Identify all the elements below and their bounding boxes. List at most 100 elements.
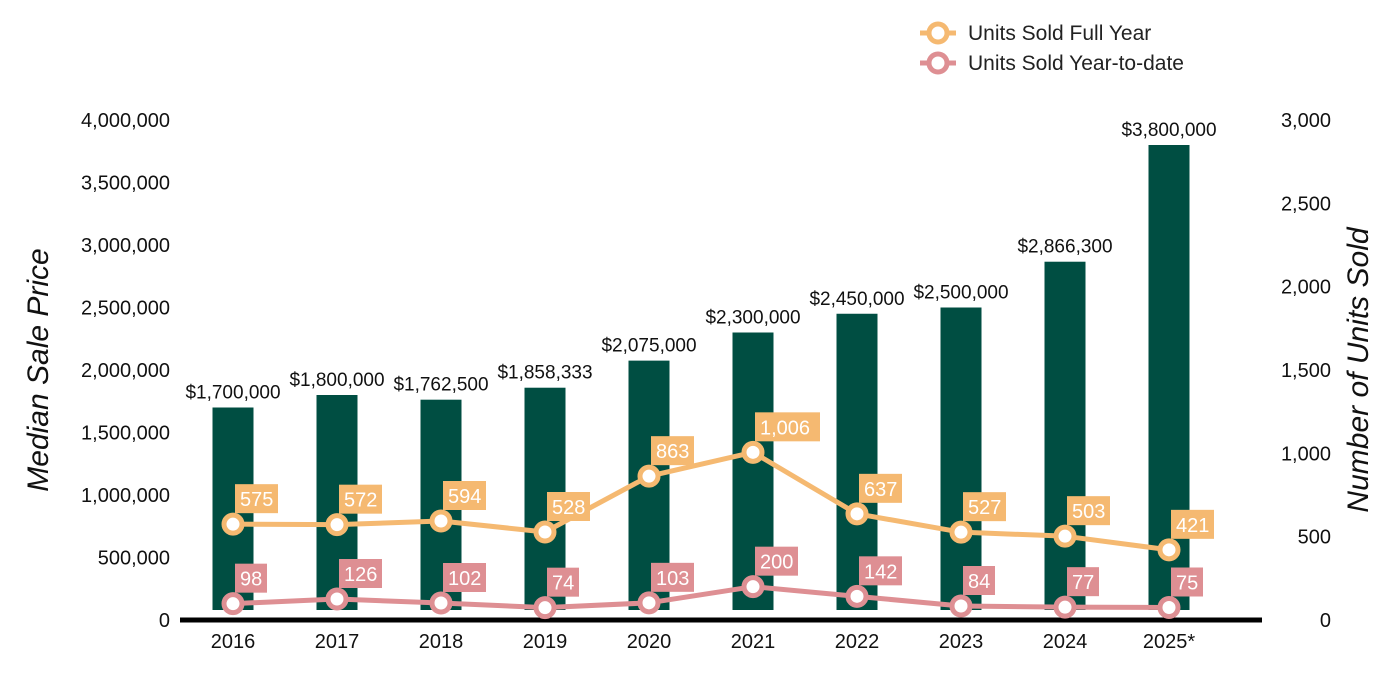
- bar-value-label: $2,300,000: [705, 308, 800, 329]
- point-label-full-year: 527: [968, 497, 1001, 519]
- point-label-full-year: 572: [344, 490, 377, 512]
- x-tick-label: 2023: [939, 631, 984, 653]
- x-tick-label: 2025*: [1143, 631, 1195, 653]
- point-full-year: [221, 512, 245, 536]
- legend: Units Sold Full Year Units Sold Year-to-…: [920, 21, 1184, 75]
- bar-value-label: $3,800,000: [1121, 120, 1216, 141]
- bar: [1044, 261, 1086, 610]
- legend-item-full-year: Units Sold Full Year: [920, 21, 1151, 45]
- y-axis-title: Median Sale Price: [22, 248, 55, 491]
- line-full-year: [232, 449, 1170, 553]
- y2-tick-label: 3,000: [1281, 110, 1331, 132]
- point-label-ytd: 98: [240, 569, 262, 591]
- x-tick-label: 2017: [315, 631, 360, 653]
- y2-axis-ticks: 0 500 1,000 1,500 2,000 2,500 3,000: [1281, 110, 1331, 632]
- point-label-ytd: 200: [760, 552, 793, 574]
- point-ytd: [1053, 595, 1077, 619]
- y2-tick-label: 1,000: [1281, 443, 1331, 465]
- line-ytd: [232, 584, 1170, 611]
- y2-tick-label: 2,500: [1281, 193, 1331, 215]
- point-label-bg-ytd: [651, 562, 694, 592]
- point-label-ytd: 142: [864, 561, 897, 583]
- point-label-ytd: 103: [656, 568, 689, 590]
- point-full-year: [637, 464, 661, 488]
- point-label-bg-full-year: [443, 481, 486, 510]
- point-label-full-year: 421: [1176, 515, 1209, 537]
- bar-value-label: $1,858,333: [497, 363, 592, 384]
- y-tick-label: 0: [159, 610, 170, 632]
- point-label-bg-full-year: [235, 484, 278, 514]
- point-label-full-year: 528: [552, 497, 585, 519]
- point-label-bg-ytd: [339, 559, 382, 588]
- point-label-ytd: 126: [344, 564, 377, 586]
- point-label-full-year: 1,006: [760, 417, 810, 439]
- x-tick-label: 2016: [211, 631, 256, 653]
- point-label-bg-ytd: [963, 566, 995, 595]
- bar-value-label: $2,866,300: [1017, 237, 1112, 258]
- point-ytd: [429, 591, 453, 615]
- point-ytd: [637, 591, 661, 615]
- legend-marker-full-year: [926, 21, 950, 45]
- legend-label-ytd: Units Sold Year-to-date: [968, 52, 1184, 75]
- point-full-year: [429, 509, 453, 533]
- point-ytd: [221, 592, 245, 616]
- point-label-ytd: 102: [448, 568, 481, 590]
- x-tick-label: 2021: [731, 631, 776, 653]
- x-tick-label: 2024: [1043, 631, 1088, 653]
- point-label-bg-ytd: [547, 567, 579, 597]
- point-ytd: [325, 587, 349, 611]
- point-label-bg-ytd: [235, 563, 267, 593]
- point-label-bg-full-year: [547, 492, 590, 521]
- x-tick-label: 2022: [835, 631, 880, 653]
- y2-tick-label: 500: [1298, 527, 1331, 549]
- y-tick-label: 1,500,000: [81, 423, 170, 445]
- legend-label-full-year: Units Sold Full Year: [968, 22, 1151, 45]
- bar-labels: $1,700,000 $1,800,000 $1,762,500 $1,858,333…: [185, 120, 1216, 404]
- point-label-bg-full-year: [755, 412, 820, 442]
- y-tick-label: 3,000,000: [81, 235, 170, 257]
- y2-axis-title: Number of Units Sold: [1342, 226, 1375, 512]
- point-label-full-year: 637: [864, 479, 897, 501]
- point-label-ytd: 84: [968, 571, 990, 593]
- point-label-bg-ytd: [1171, 567, 1203, 597]
- point-label-bg-ytd: [859, 556, 902, 586]
- y2-tick-label: 1,500: [1281, 360, 1331, 382]
- legend-marker-ytd: [926, 51, 950, 75]
- x-axis-ticks: 2016 2017 2018 2019 2020 2021 2022 2023 2024 2025…: [211, 631, 1196, 653]
- point-full-year: [325, 513, 349, 537]
- point-label-bg-full-year: [651, 436, 694, 466]
- bar-value-label: $2,500,000: [913, 283, 1008, 304]
- point-label-ytd: 77: [1072, 572, 1094, 594]
- point-ytd: [949, 594, 973, 618]
- point-full-year: [1157, 538, 1181, 562]
- bar-value-label: $1,762,500: [393, 375, 488, 396]
- y-tick-label: 2,500,000: [81, 298, 170, 320]
- point-ytd: [1157, 596, 1181, 619]
- point-label-full-year: 575: [240, 489, 273, 511]
- unit-lines: 575 572 594 528 863 1,006 637 527 503 421 98 126 102…: [221, 412, 1214, 620]
- x-tick-label: 2020: [627, 631, 672, 653]
- bar-value-label: $1,800,000: [289, 370, 384, 391]
- y-tick-label: 3,500,000: [81, 173, 170, 195]
- point-label-full-year: 863: [656, 441, 689, 463]
- x-tick-label: 2019: [523, 631, 568, 653]
- legend-item-ytd: Units Sold Year-to-date: [920, 51, 1184, 75]
- point-label-bg-ytd: [443, 563, 486, 592]
- point-label-bg-full-year: [339, 484, 382, 514]
- point-full-year: [949, 520, 973, 544]
- y2-tick-label: 2,000: [1281, 277, 1331, 299]
- point-label-bg-ytd: [755, 546, 798, 576]
- point-ytd: [845, 584, 869, 608]
- point-label-bg-full-year: [1171, 509, 1214, 539]
- point-full-year: [845, 502, 869, 526]
- point-label-bg-full-year: [859, 473, 902, 503]
- y-tick-label: 2,000,000: [81, 360, 170, 382]
- point-full-year: [533, 520, 557, 544]
- point-ytd: [741, 575, 765, 599]
- point-label-ytd: 75: [1176, 573, 1198, 595]
- point-label-full-year: 594: [448, 486, 481, 508]
- point-label-bg-ytd: [1067, 567, 1099, 597]
- point-full-year: [741, 440, 765, 464]
- bar-value-label: $2,075,000: [601, 336, 696, 357]
- bar-value-label: $1,700,000: [185, 383, 280, 404]
